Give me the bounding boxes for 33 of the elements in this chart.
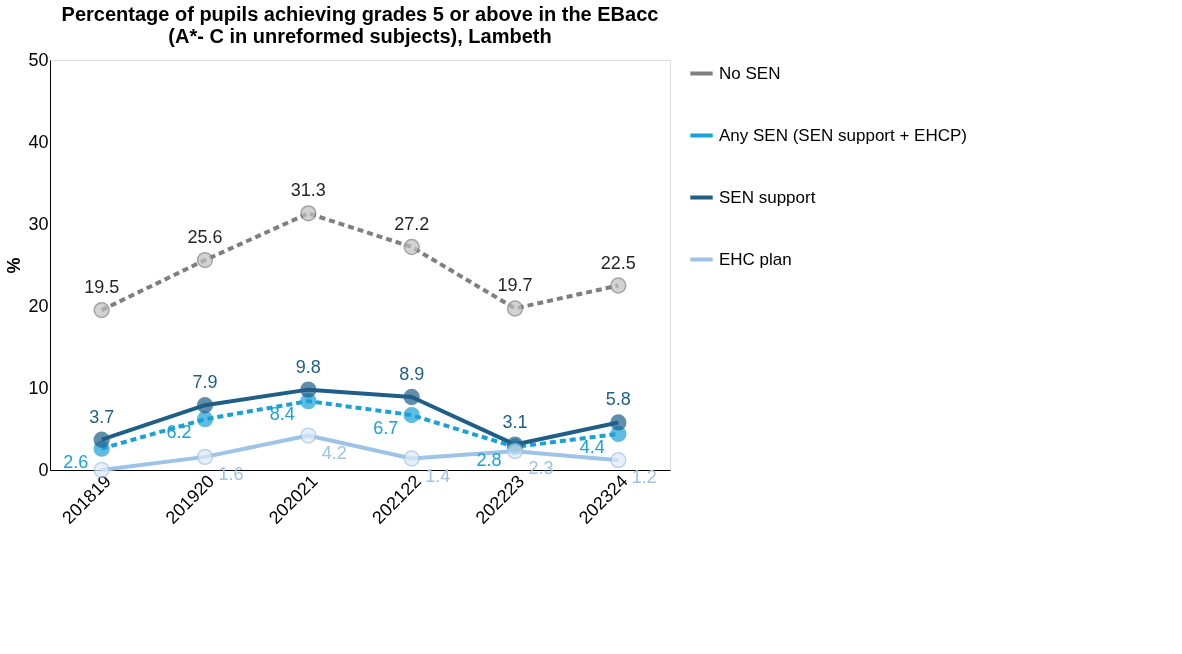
chart-title: Percentage of pupils achieving grades 5 or above in the EBacc (A*- C in unreformed subjects), Lambeth (61, 3, 659, 47)
data-label: 1.4 (425, 465, 451, 486)
data-label: 27.2 (394, 213, 430, 234)
data-label: 19.5 (84, 277, 120, 298)
data-label: 22.5 (600, 252, 636, 273)
data-label: 2.6 (63, 451, 89, 472)
y-tick-label: 10 (28, 377, 49, 398)
legend-label: EHC plan (719, 249, 792, 269)
data-label: 4.2 (321, 442, 347, 463)
y-tick-label: 30 (28, 213, 49, 234)
data-label: 31.3 (290, 180, 326, 201)
y-tick-label: 20 (28, 295, 49, 316)
legend-label: No SEN (719, 63, 781, 83)
data-label: 3.1 (502, 411, 528, 432)
data-label: 8.9 (399, 364, 425, 385)
data-label: 8.4 (269, 404, 295, 425)
data-label: 6.7 (373, 418, 399, 439)
y-tick-label: 40 (28, 131, 49, 152)
legend-label: Any SEN (SEN support + EHCP) (719, 125, 968, 145)
data-label: 19.7 (497, 275, 533, 296)
data-label: 9.8 (295, 356, 321, 377)
data-label: 4.4 (579, 436, 605, 457)
data-label: 6.2 (166, 422, 192, 443)
data-label: 25.6 (187, 227, 223, 248)
data-label: 2.8 (476, 450, 502, 471)
y-tick-label: 50 (28, 49, 49, 70)
data-label: 3.7 (89, 406, 115, 427)
data-label: 5.8 (605, 389, 631, 410)
y-axis-title: % (4, 257, 25, 274)
data-label: 1.2 (631, 467, 657, 488)
y-tick-label: 0 (38, 459, 49, 480)
legend-label: SEN support (719, 187, 816, 207)
data-label: 7.9 (192, 372, 218, 393)
